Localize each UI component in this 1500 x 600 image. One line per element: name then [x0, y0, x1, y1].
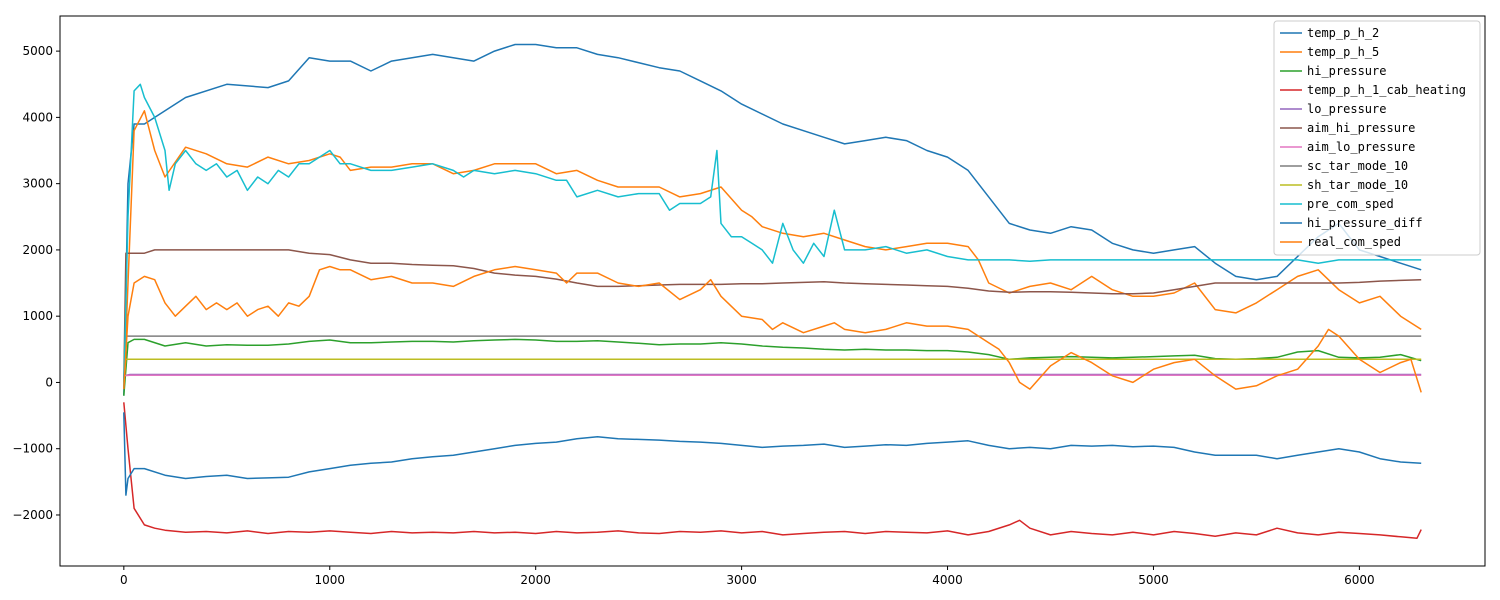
y-tick-label: 0	[45, 375, 53, 389]
series-line-3	[123, 402, 1422, 539]
x-tick-label: 1000	[314, 573, 345, 587]
legend: temp_p_h_2 temp_p_h_5 hi_pressure temp_p_h_…	[1273, 20, 1481, 256]
y-tick-label: −2000	[12, 508, 53, 522]
series-line-11	[123, 265, 1422, 393]
legend-box	[1273, 20, 1481, 256]
y-tick-label: 2000	[22, 243, 53, 257]
series-line-5	[123, 249, 1422, 383]
y-tick-label: 4000	[22, 110, 53, 124]
legend-label: aim_hi_pressure	[1307, 121, 1415, 135]
x-tick-label: 2000	[520, 573, 551, 587]
series-line-10	[123, 412, 1422, 496]
x-tick-label: 6000	[1344, 573, 1375, 587]
legend-label: aim_lo_pressure	[1307, 140, 1415, 154]
y-tick-label: −1000	[12, 442, 53, 456]
y-tick-label: 1000	[22, 309, 53, 323]
x-tick-label: 5000	[1138, 573, 1169, 587]
series-line-9	[123, 83, 1422, 390]
series-line-6	[123, 374, 1422, 377]
legend-label: temp_p_h_1_cab_heating	[1307, 83, 1466, 97]
legend-label: real_com_sped	[1307, 235, 1401, 249]
legend-label: temp_p_h_2	[1307, 26, 1379, 40]
x-axis: 0 1000 2000 3000 4000 5000 6000	[120, 566, 1375, 587]
legend-label: temp_p_h_5	[1307, 45, 1379, 59]
y-axis: −2000 −1000 0 1000 2000 3000 4000 5000	[12, 44, 60, 522]
legend-label: pre_com_sped	[1307, 197, 1394, 211]
legend-label: lo_pressure	[1307, 102, 1386, 116]
x-tick-label: 0	[120, 573, 128, 587]
plot-frame	[59, 15, 1486, 567]
legend-label: sh_tar_mode_10	[1307, 178, 1408, 192]
legend-label: sc_tar_mode_10	[1307, 159, 1408, 173]
y-tick-label: 3000	[22, 177, 53, 191]
x-tick-label: 3000	[726, 573, 757, 587]
series-line-8	[123, 358, 1422, 383]
x-tick-label: 4000	[932, 573, 963, 587]
series-line-2	[123, 338, 1422, 396]
series-layer	[123, 43, 1422, 539]
legend-label: hi_pressure	[1307, 64, 1386, 78]
series-line-0	[123, 43, 1422, 396]
y-tick-label: 5000	[22, 44, 53, 58]
legend-label: hi_pressure_diff	[1307, 216, 1423, 230]
